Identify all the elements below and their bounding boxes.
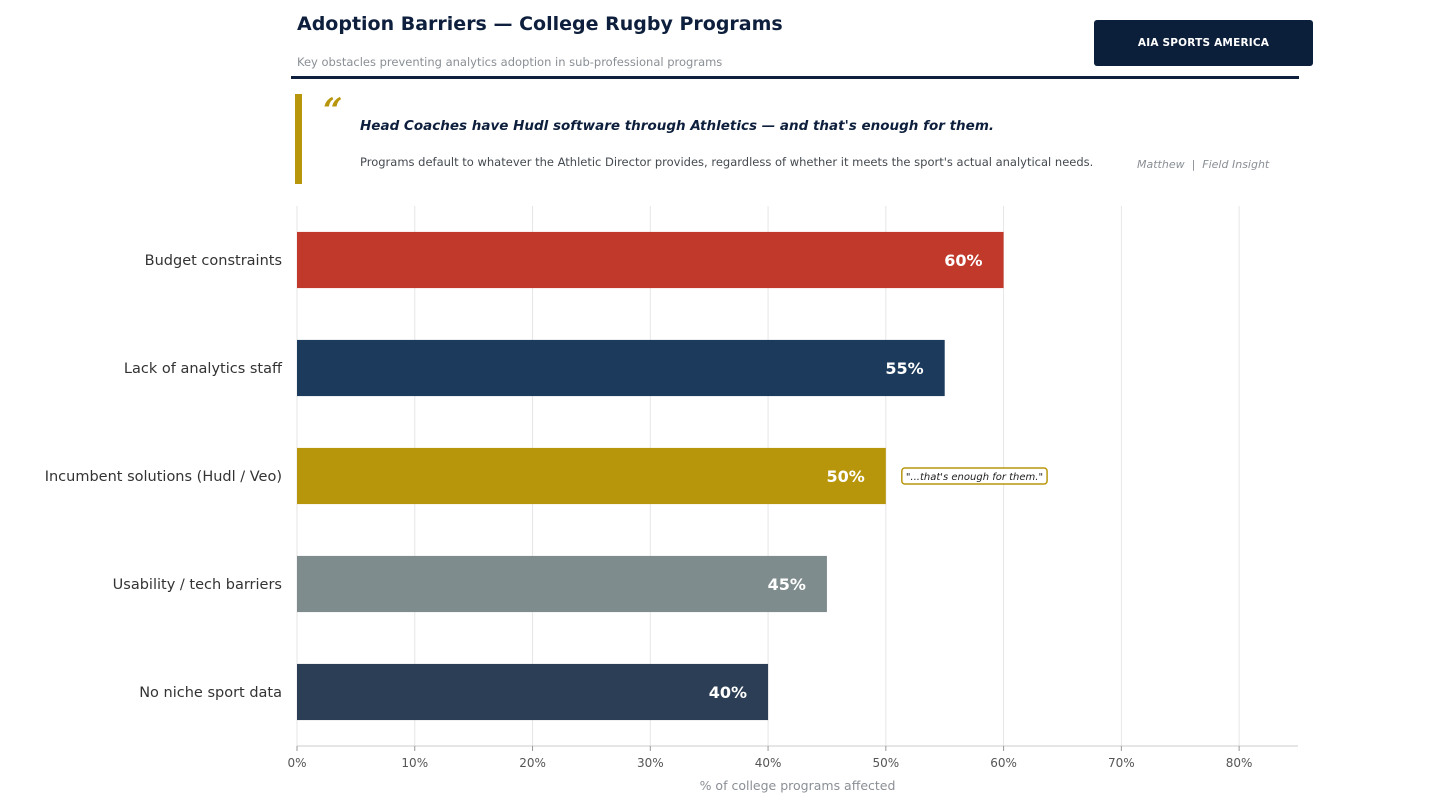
annotation-box <box>901 467 1048 485</box>
category-label: Incumbent solutions (Hudl / Veo) <box>45 469 282 485</box>
chart-title: Adoption Barriers — College Rugby Progra… <box>297 13 783 35</box>
x-tick-label: 10% <box>401 756 428 770</box>
category-label: Budget constraints <box>145 253 282 269</box>
x-tick-label: 40% <box>755 756 782 770</box>
x-tick-label: 0% <box>287 756 306 770</box>
quote-attribution: Matthew | Field Insight <box>1137 158 1270 171</box>
bar <box>297 555 827 613</box>
bar-value-label: 40% <box>709 683 747 702</box>
annotation-text: "...that's enough for them." <box>906 472 1043 483</box>
category-label: No niche sport data <box>139 685 282 701</box>
bar <box>297 447 886 505</box>
chart-subtitle: Key obstacles preventing analytics adopt… <box>297 55 723 69</box>
x-tick-label: 50% <box>872 756 899 770</box>
bar <box>297 663 769 721</box>
bar-value-label: 45% <box>768 575 806 594</box>
bar <box>297 231 1004 289</box>
quote-body: Programs default to whatever the Athleti… <box>360 155 1094 169</box>
brand-badge: AIA SPORTS AMERICA <box>1094 20 1313 66</box>
bar-value-label: 55% <box>885 359 923 378</box>
x-tick-label: 70% <box>1108 756 1135 770</box>
category-label: Usability / tech barriers <box>113 577 282 593</box>
quote-accent-bar <box>295 94 302 184</box>
bar-value-label: 50% <box>827 467 865 486</box>
x-tick-label: 60% <box>990 756 1017 770</box>
x-axis-title: % of college programs affected <box>700 778 896 793</box>
quote-mark-icon: “ <box>323 91 343 131</box>
category-label: Lack of analytics staff <box>124 361 283 377</box>
header-divider <box>291 76 1299 79</box>
x-tick-label: 30% <box>637 756 664 770</box>
bar <box>297 339 945 397</box>
quote-headline: Head Coaches have Hudl software through … <box>360 118 995 134</box>
x-tick-label: 80% <box>1226 756 1253 770</box>
bar-value-label: 60% <box>944 251 982 270</box>
x-tick-label: 20% <box>519 756 546 770</box>
